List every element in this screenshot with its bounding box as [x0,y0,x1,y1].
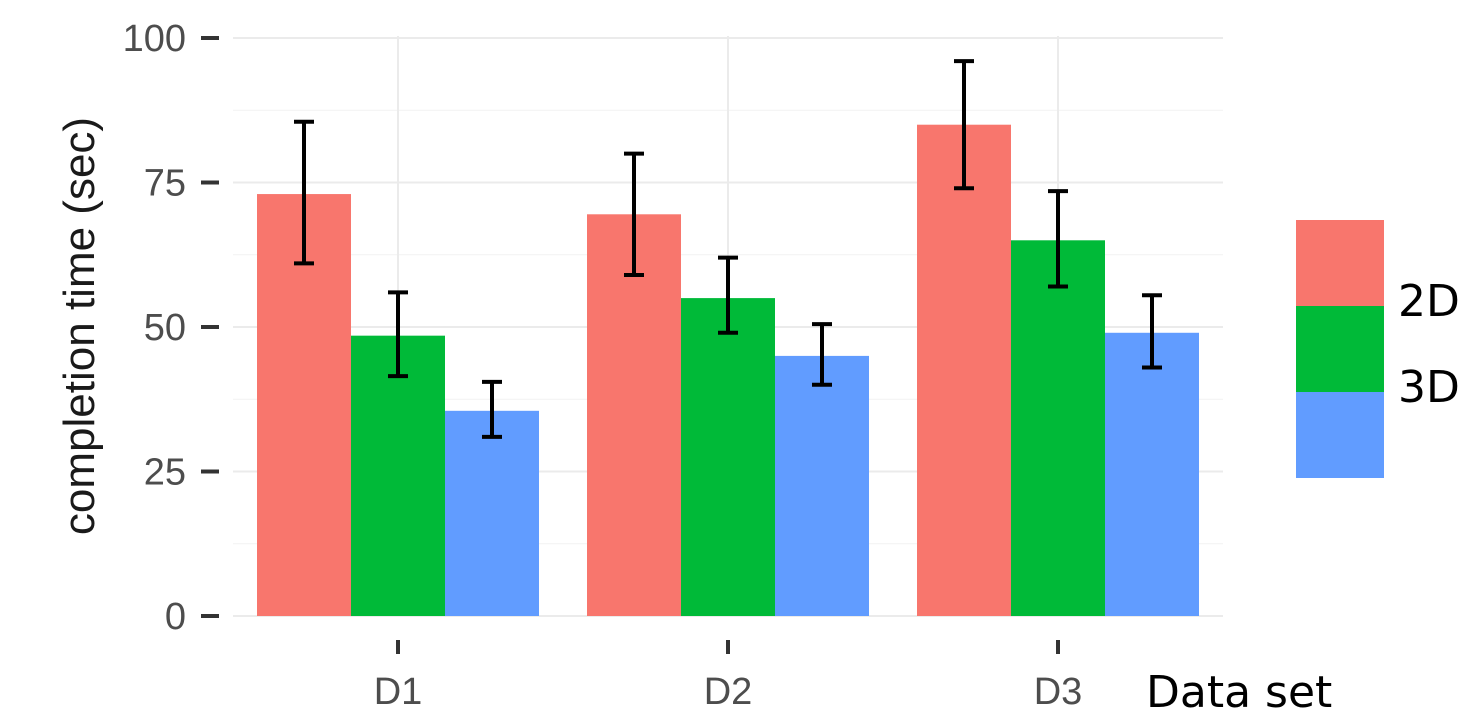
y-tick-label: 100 [123,18,186,60]
x-tick-label-d2: D2 [704,671,753,713]
bar-d2-series-2 [681,298,775,616]
bar-d2-series-3 [775,355,869,616]
y-tick-label: 50 [144,307,186,349]
legend-label-2d: 2D [1398,276,1460,327]
legend: 2D 3D [1296,220,1460,478]
x-tick-label-d1: D1 [374,671,423,713]
y-tick-label: 0 [165,596,186,638]
error-bars-group [294,59,1162,439]
x-axis: D1 D2 D3 [374,640,1083,713]
y-tick-label: 75 [144,163,186,205]
y-tick-label: 25 [144,452,186,494]
x-tick-label-d3: D3 [1034,671,1083,713]
bar-d1-series-3 [445,410,539,616]
bar-d3-series-3 [1105,332,1199,616]
x-axis-title: Data set [1146,667,1332,718]
legend-swatch-2 [1296,306,1384,392]
bar-d3-series-2 [1011,240,1105,617]
y-axis: 0 25 50 75 100 [123,18,219,638]
y-axis-title: completion time (sec) [55,117,104,535]
legend-label-3d: 3D [1398,362,1460,413]
bars-group [257,124,1199,617]
bar-d1-series-2 [351,335,445,616]
bar-d2-series-1 [587,214,681,617]
bar-d3-series-1 [917,124,1011,616]
legend-swatch-1 [1296,220,1384,306]
legend-swatch-3 [1296,392,1384,478]
